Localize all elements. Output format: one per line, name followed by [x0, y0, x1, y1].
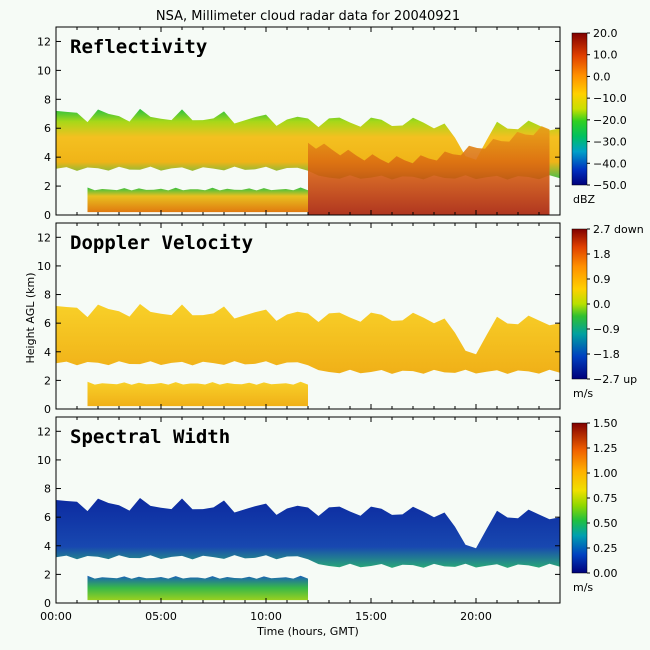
y-tick-label: 10: [37, 454, 51, 467]
colorbar-tick-label: 0.00: [593, 567, 618, 580]
colorbar: [571, 228, 588, 380]
y-tick-label: 4: [44, 151, 51, 164]
y-tick-label: 4: [44, 346, 51, 359]
colorbar-tick-label: 0.75: [593, 492, 618, 505]
colorbar-tick-label: 1.25: [593, 442, 618, 455]
y-tick-label: 6: [44, 511, 51, 524]
y-tick-label: 0: [44, 597, 51, 610]
y-tick-label: 2: [44, 180, 51, 193]
colorbar-tick-label: 2.7 down: [593, 223, 644, 236]
colorbar: [571, 422, 588, 574]
lower-cloud-layer: [87, 575, 308, 601]
y-tick-label: 2: [44, 568, 51, 581]
y-tick-label: 8: [44, 93, 51, 106]
x-tick-label: 20:00: [460, 610, 492, 623]
panel-3: 0 2 4 6 8 10 12 Spectral Width 1.50 1.25 1.00 0.75 0…: [37, 416, 618, 610]
y-tick-label: 6: [44, 317, 51, 330]
y-tick-label: 4: [44, 540, 51, 553]
y-axis-label: Height AGL (km): [24, 272, 37, 363]
x-tick-label: 15:00: [355, 610, 387, 623]
lower-cloud-layer: [87, 187, 308, 213]
upper-cloud-layer: [56, 304, 560, 374]
y-tick-label: 12: [37, 231, 51, 244]
colorbar-tick-label: −50.0: [593, 179, 627, 192]
panel-title: Doppler Velocity: [70, 232, 253, 254]
upper-cloud-layer: [56, 498, 560, 568]
colorbar-unit: m/s: [573, 581, 593, 594]
precipitation-layer: [308, 126, 550, 215]
x-axis-label: Time (hours, GMT): [256, 625, 359, 638]
colorbar-tick-label: −0.9: [593, 323, 620, 336]
x-tick-label: 00:00: [40, 610, 72, 623]
colorbar-tick-label: 1.8: [593, 248, 611, 261]
colorbar: [571, 32, 588, 186]
colorbar-tick-label: 1.00: [593, 467, 618, 480]
colorbar-tick-label: −40.0: [593, 157, 627, 170]
y-tick-label: 6: [44, 122, 51, 135]
y-tick-label: 12: [37, 35, 51, 48]
colorbar-unit: m/s: [573, 387, 593, 400]
colorbar-tick-label: −2.7 up: [593, 373, 637, 386]
colorbar-tick-label: 0.50: [593, 517, 618, 530]
colorbar-tick-label: 0.9: [593, 273, 611, 286]
colorbar-unit: dBZ: [573, 193, 596, 206]
panel-2: 0 2 4 6 8 10 12 Doppler Velocity 2.7 down 1.8 0.9 0…: [37, 222, 644, 416]
panel-1: 0 2 4 6 8 10 12 Reflectivity 20.0 10.0 0.0 −10.0 −20…: [37, 26, 627, 222]
y-tick-label: 0: [44, 403, 51, 416]
panel-title: Spectral Width: [70, 426, 230, 448]
chart-title: NSA, Millimeter cloud radar data for 200…: [156, 9, 460, 24]
colorbar-tick-label: 20.0: [593, 27, 618, 40]
colorbar-tick-label: 10.0: [593, 49, 618, 62]
lower-cloud-layer: [87, 381, 308, 407]
colorbar-tick-label: −30.0: [593, 136, 627, 149]
y-tick-label: 10: [37, 260, 51, 273]
colorbar-tick-label: 1.50: [593, 417, 618, 430]
x-tick-label: 10:00: [250, 610, 282, 623]
colorbar-tick-label: 0.0: [593, 298, 611, 311]
y-tick-label: 0: [44, 209, 51, 222]
colorbar-tick-label: −20.0: [593, 114, 627, 127]
y-tick-label: 10: [37, 64, 51, 77]
x-tick-label: 05:00: [145, 610, 177, 623]
panel-title: Reflectivity: [70, 36, 207, 58]
y-tick-label: 8: [44, 289, 51, 302]
y-tick-label: 12: [37, 425, 51, 438]
colorbar-tick-label: 0.25: [593, 542, 618, 555]
colorbar-tick-label: −1.8: [593, 348, 620, 361]
colorbar-tick-label: 0.0: [593, 70, 611, 83]
y-tick-label: 8: [44, 483, 51, 496]
y-tick-label: 2: [44, 374, 51, 387]
colorbar-tick-label: −10.0: [593, 92, 627, 105]
